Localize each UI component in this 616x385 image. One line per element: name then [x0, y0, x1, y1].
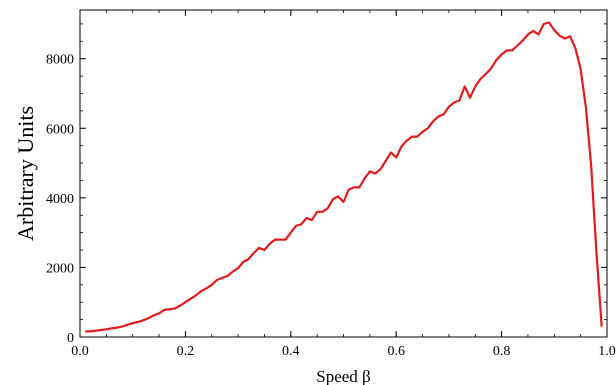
- y-axis: 0 2000 4000 6000 8000: [46, 24, 607, 346]
- x-tick-label: 0.4: [282, 344, 300, 359]
- y-tick-label: 2000: [46, 261, 74, 276]
- x-axis-label: Speed β: [316, 367, 370, 385]
- x-tick-label: 1.0: [598, 344, 616, 359]
- series-layer: [85, 23, 601, 332]
- y-tick-label: 0: [67, 331, 74, 346]
- x-tick-label: 0.8: [493, 344, 511, 359]
- series-line: [85, 23, 601, 332]
- x-tick-label: 0.2: [177, 344, 195, 359]
- plot-frame: [80, 10, 607, 337]
- x-axis: 0.0 0.2 0.4 0.6 0.8 1.0: [71, 10, 616, 359]
- y-tick-label: 6000: [46, 122, 74, 137]
- y-axis-label: Arbitrary Units: [13, 106, 38, 241]
- x-tick-label: 0.6: [387, 344, 405, 359]
- y-tick-label: 4000: [46, 192, 74, 207]
- y-tick-label: 8000: [46, 53, 74, 68]
- x-tick-label: 0.0: [71, 344, 89, 359]
